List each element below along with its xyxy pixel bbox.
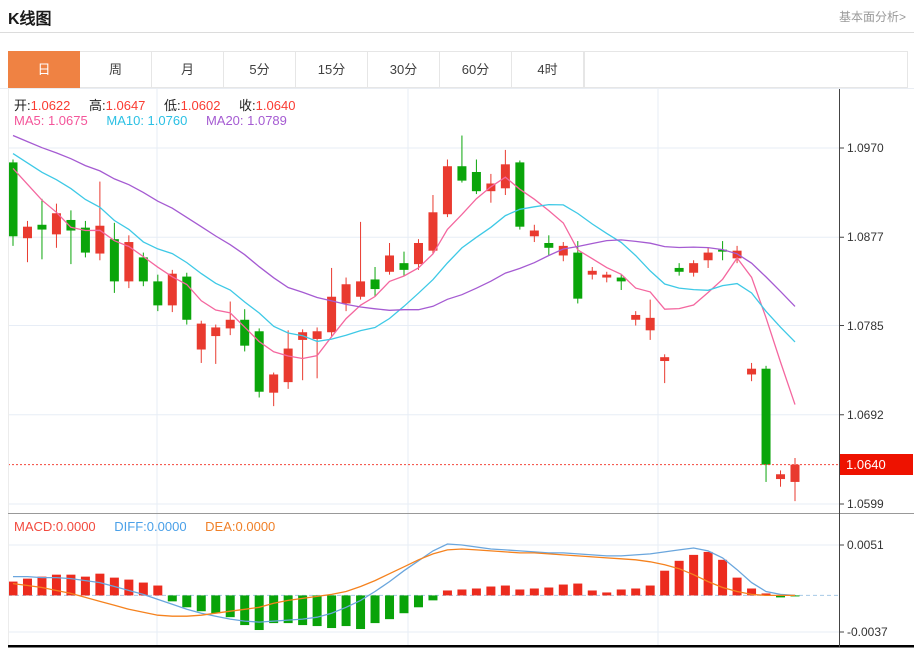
- y-axis-label: 0.0051: [847, 538, 884, 552]
- open-label: 开:: [14, 98, 31, 113]
- macd-value: 0.0000: [55, 519, 96, 534]
- high-label: 高:: [89, 98, 106, 113]
- candlestick-chart[interactable]: [0, 89, 914, 649]
- tab-日[interactable]: 日: [8, 51, 80, 88]
- fundamental-analysis-link[interactable]: 基本面分析>: [838, 10, 906, 24]
- ma-legend: MA5: 1.0675 MA10: 1.0760 MA20: 1.0789: [14, 113, 302, 128]
- ma10-value: 1.0760: [147, 113, 188, 128]
- tab-周[interactable]: 周: [80, 51, 152, 88]
- open-value: 1.0622: [30, 98, 71, 113]
- tab-月[interactable]: 月: [152, 51, 224, 88]
- tabs-filler-cell: [584, 51, 908, 88]
- ma10-label: MA10:: [106, 113, 148, 128]
- tab-60分[interactable]: 60分: [440, 51, 512, 88]
- ma5-label: MA5:: [14, 113, 48, 128]
- tabs-underline: [0, 88, 914, 89]
- y-axis-label: 1.0785: [847, 318, 884, 333]
- ma5-value: 1.0675: [47, 113, 88, 128]
- ma20-value: 1.0789: [247, 113, 287, 128]
- y-axis-label: 1.0692: [847, 407, 884, 422]
- macd-legend: MACD:0.0000 DIFF:0.0000 DEA:0.0000: [14, 519, 290, 534]
- ma20-label: MA20:: [205, 113, 248, 128]
- tab-5分[interactable]: 5分: [224, 51, 296, 88]
- diff-label: DIFF:: [114, 519, 147, 534]
- low-label: 低:: [164, 98, 181, 113]
- tab-4时[interactable]: 4时: [512, 51, 584, 88]
- tab-30分[interactable]: 30分: [368, 51, 440, 88]
- y-axis-label: 1.0599: [847, 497, 884, 511]
- page-header: K线图 基本面分析>: [0, 0, 914, 33]
- high-value: 1.0647: [105, 98, 146, 113]
- y-axis-label: 1.0877: [847, 230, 884, 245]
- y-axis-label: 1.0970: [847, 141, 884, 155]
- tab-15分[interactable]: 15分: [296, 51, 368, 88]
- y-axis-label: -0.0037: [847, 625, 888, 639]
- dea-label: DEA:: [205, 519, 236, 534]
- interval-tabs: 日周月 5分 15分 30分 60分 4时: [8, 51, 908, 88]
- diff-value: 0.0000: [146, 519, 187, 534]
- close-label: 收:: [239, 98, 256, 113]
- current-price-badge: 1.0640: [840, 454, 913, 476]
- macd-label: MACD:: [14, 519, 56, 534]
- low-value: 1.0602: [180, 98, 221, 113]
- dea-value: 0.0000: [235, 519, 276, 534]
- page-title: K线图: [8, 11, 52, 28]
- close-value: 1.0640: [255, 98, 296, 113]
- ohlc-readout: 开:1.0622 高:1.0647 低:1.0602 收:1.0640: [14, 95, 310, 114]
